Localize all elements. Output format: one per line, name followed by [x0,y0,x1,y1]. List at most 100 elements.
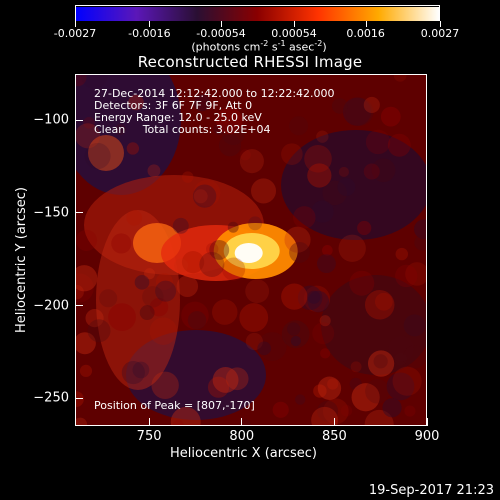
heatmap-speckle [312,322,335,345]
heatmap-speckle [139,305,155,321]
colorbar-tick-label: 0.0027 [420,27,460,40]
colorbar-unit-suffix: ) [322,40,327,54]
x-axis-label: Heliocentric X (arcsec) [170,446,317,461]
colorbar-gradient-rect [76,7,439,21]
colorbar-unit-exp1: -2 [260,39,269,48]
x-axis-tick [241,418,243,426]
heatmap-speckle [319,315,331,327]
heatmap-speckle [281,283,308,310]
heatmap-speckle [349,377,362,391]
heatmap-speckle [170,406,201,425]
heatmap-speckle [414,235,426,251]
heatmap-speckle [287,322,301,336]
heatmap-speckle [213,123,225,135]
plot-area [75,74,427,426]
heatmap-speckle [317,254,336,274]
heatmap-speckle [239,303,269,332]
heatmap-speckle [317,376,342,400]
heatmap-speckle [365,379,390,404]
heatmap-speckle [192,184,217,208]
heatmap-speckle [222,257,246,281]
heatmap-speckle [218,134,242,157]
heatmap-speckle [403,345,426,369]
y-axis-tick [75,305,83,307]
heatmap-speckle [322,180,347,206]
heatmap-speckle [313,384,327,398]
heatmap-speckle [144,268,156,280]
heatmap-speckle [239,149,251,161]
heatmap-speckle [281,143,303,165]
heatmap-speckle [151,371,179,399]
x-axis-tick [148,418,150,426]
heatmap-speckle [392,366,422,396]
heatmap-speckle [294,394,306,405]
heatmap-speckle [187,311,207,330]
heatmap-speckle [345,97,374,127]
heatmap-speckle [338,166,350,178]
colorbar-unit-exp2: -1 [277,39,286,48]
heatmap-speckle [76,391,84,407]
heatmap-speckle [363,163,380,180]
heatmap-speckle [132,361,150,379]
heatmap-speckle [84,142,111,170]
heatmap-speckle [316,130,329,143]
colorbar-tick [221,21,222,27]
heatmap-speckle [155,280,177,302]
colorbar-ticks [75,21,441,31]
heatmap-speckle [174,258,189,273]
annotation-total-counts: Clean Total counts: 3.02E+04 [94,123,271,136]
y-axis-tick-label: −250 [33,390,69,406]
colorbar-panel: -0.0027 -0.0016 -0.00054 0.00054 0.0016 0.002… [0,0,500,56]
annotation-detectors: Detectors: 3F 6F 7F 9F, Att 0 [94,99,253,112]
heatmap-speckle [172,419,184,425]
heatmap-speckle [327,378,339,390]
heatmap-speckle [147,164,161,178]
y-axis-tick-label: −150 [33,205,69,221]
heatmap-speckle [245,332,263,351]
heatmap-speckle [114,123,126,136]
colorbar-tick-label: 0.0016 [346,27,385,40]
heatmap-speckle [126,209,143,226]
heatmap-speckle [281,320,310,349]
heatmap-speckle [290,335,301,347]
heatmap-speckle [76,265,98,292]
heatmap-speckle [83,117,95,129]
colorbar-tick [75,21,76,27]
heatmap-speckle [365,129,391,155]
colorbar-unit-mid1: s [268,40,278,54]
heatmap-speckle [337,177,356,197]
heatmap-speckle [374,292,393,311]
heatmap-speckle [181,171,194,183]
heatmap-speckle [76,229,98,251]
heatmap-speckle [364,290,395,320]
heatmap-speckle [320,348,331,359]
heatmap-dark-region [281,130,426,240]
colorbar-unit-prefix: (photons cm [191,40,261,54]
date-stamp: 19-Sep-2017 21:23 [368,483,494,498]
heatmap-speckle [257,341,272,356]
heatmap-speckle [126,142,140,155]
heatmap-speckle [227,221,239,233]
heatmap-speckle [272,401,289,418]
heatmap-speckle [225,367,249,391]
heatmap-speckle [149,317,178,345]
heatmap-speckle [403,314,426,337]
heatmap-speckle [76,273,94,303]
heatmap-speckle [155,273,173,291]
heatmap-speckle [221,121,245,146]
heatmap-speckle [79,364,93,378]
heatmap-speckle [289,116,309,136]
heatmap-speckle [293,206,316,229]
heatmap-speckle [317,400,339,422]
heatmap-peak-core [234,243,263,263]
heatmap-speckle [128,94,144,111]
y-axis-tick-label: −100 [33,112,69,128]
heatmap-speckle [212,299,238,325]
heatmap-speckle [76,332,96,355]
heatmap-speckle [239,419,251,425]
colorbar-tick-label: -0.0027 [53,27,97,40]
heatmap-speckle [76,75,87,87]
heatmap-speckle [176,275,199,298]
heatmap-image [76,75,426,425]
x-axis-tick [426,418,428,426]
